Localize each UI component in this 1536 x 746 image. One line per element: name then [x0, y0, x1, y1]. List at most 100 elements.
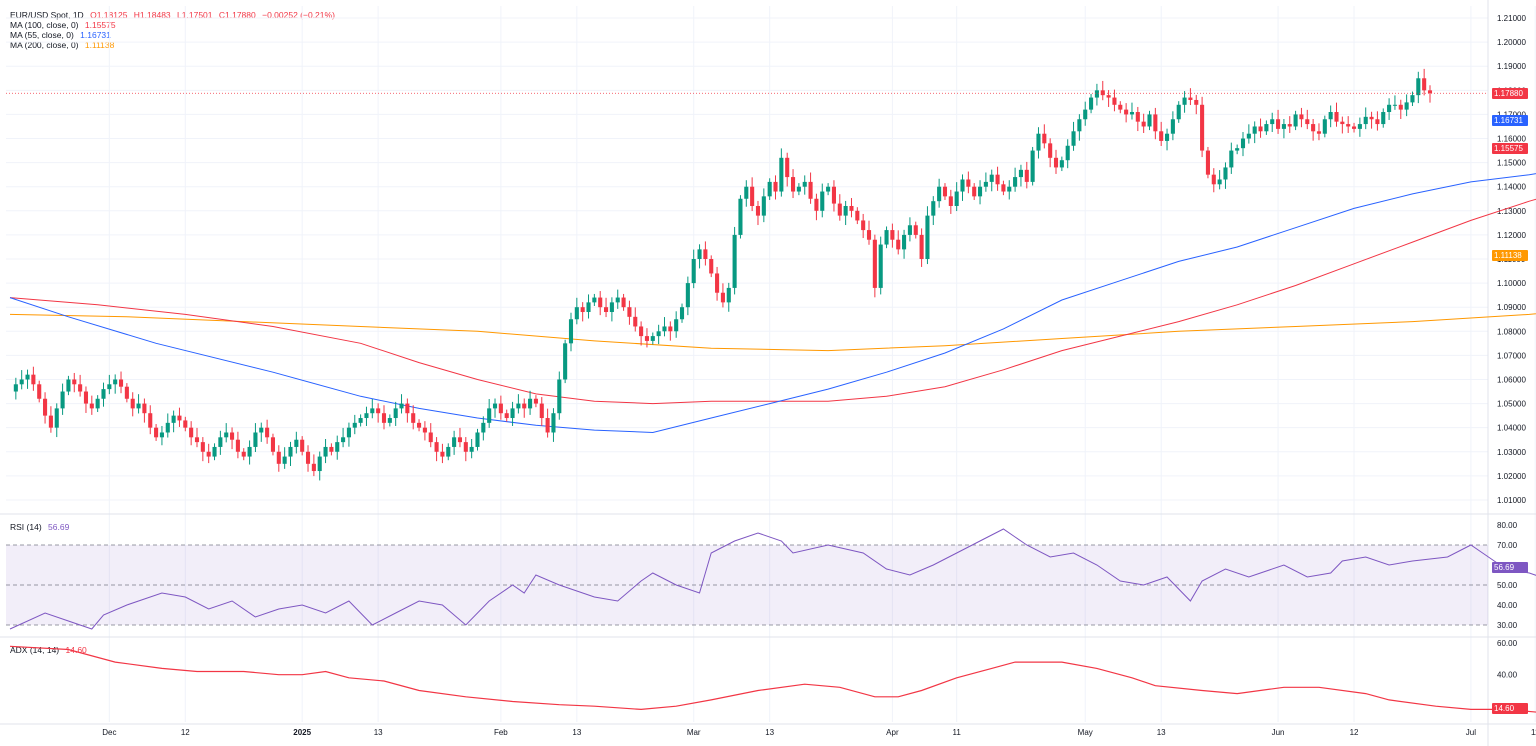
candle-body — [66, 379, 71, 392]
ma100-legend[interactable]: MA (100, close, 0) 1.15575 — [10, 20, 120, 30]
price-legend: EUR/USD Spot, 1D O1.18125 H1.18483 L1.17… — [10, 10, 339, 20]
candle-body — [960, 179, 965, 192]
candle-body — [54, 408, 59, 428]
candle-body — [13, 384, 18, 392]
candle-body — [323, 446, 328, 457]
candle-body — [837, 203, 842, 216]
candle-body — [878, 244, 883, 288]
candle-body — [1270, 119, 1275, 125]
candle-body — [1416, 78, 1421, 96]
rsi-value-tag: 56.69 — [1492, 562, 1528, 573]
candle-body — [89, 403, 94, 409]
candle-body — [1305, 119, 1310, 125]
candle-body — [142, 403, 147, 414]
candle-body — [294, 439, 299, 447]
candle-body — [510, 408, 515, 419]
candle-body — [247, 446, 252, 457]
candle-body — [1112, 97, 1117, 105]
adx-label: ADX (14, 14) — [10, 645, 60, 655]
candle-body — [1205, 150, 1210, 175]
candle-body — [1048, 143, 1053, 158]
candle-body — [1176, 104, 1181, 120]
price-tag: 1.11138 — [1492, 250, 1528, 262]
candle-body — [1404, 102, 1409, 110]
candle-body — [1346, 124, 1351, 127]
candle-body — [253, 432, 258, 447]
price-tick-label: 1.19000 — [1497, 62, 1526, 71]
candle-body — [1398, 104, 1403, 110]
candle-body — [1065, 145, 1070, 161]
time-tick-label: 12 — [181, 728, 190, 737]
candle-body — [1258, 126, 1263, 132]
candle-body — [276, 451, 281, 464]
candle-body — [896, 239, 901, 250]
ma200-legend[interactable]: MA (200, close, 0) 1.11138 — [10, 40, 118, 50]
candle-body — [364, 413, 369, 419]
candle-body — [1235, 148, 1240, 151]
candle-body — [1276, 119, 1281, 129]
candle-body — [288, 446, 293, 457]
candle-body — [78, 384, 83, 392]
candle-body — [1030, 150, 1035, 182]
ma55-legend[interactable]: MA (55, close, 0) 1.16731 — [10, 30, 115, 40]
candle-body — [1194, 99, 1199, 105]
candle-body — [989, 174, 994, 182]
price-tick-label: 1.07000 — [1497, 351, 1526, 360]
candle-body — [95, 398, 100, 409]
candle-body — [972, 186, 977, 197]
candle-body — [370, 408, 375, 414]
price-tag: 1.17880 — [1492, 87, 1528, 99]
candle-body — [1141, 121, 1146, 127]
adx-legend[interactable]: ADX (14, 14) 14.60 — [10, 645, 91, 655]
candle-body — [411, 413, 416, 423]
time-tick-label: Jul — [1466, 728, 1476, 737]
price-tick-label: 1.09000 — [1497, 303, 1526, 312]
candle-body — [516, 403, 521, 409]
candle-body — [1153, 114, 1158, 132]
candle-body — [615, 297, 620, 303]
candle-body — [305, 451, 311, 464]
candle-body — [1328, 112, 1333, 120]
high-value: H1.18483 — [133, 10, 171, 20]
candle-body — [405, 403, 410, 414]
candle-body — [1281, 124, 1286, 129]
candle-body — [1018, 169, 1023, 178]
candle-body — [639, 326, 644, 337]
candle-body — [709, 259, 714, 274]
candle-body — [598, 297, 603, 308]
candle-body — [796, 186, 801, 192]
candle-body — [206, 451, 211, 457]
candle-body — [452, 437, 457, 447]
candle-body — [621, 297, 626, 308]
candle-body — [1129, 112, 1135, 115]
candle-body — [224, 432, 229, 438]
candle-body — [931, 201, 936, 216]
adx-value-tag: 14.60 — [1492, 703, 1528, 714]
candle-body — [1118, 104, 1123, 110]
candle-body — [171, 415, 176, 423]
candle-body — [726, 287, 731, 303]
candle-body — [1147, 114, 1152, 127]
candle-body — [983, 181, 988, 187]
candle-body — [1410, 95, 1415, 103]
adx-value: 14.60 — [65, 645, 87, 655]
rsi-legend[interactable]: RSI (14) 56.69 — [10, 522, 73, 532]
candle-body — [417, 422, 422, 428]
adx-line — [9, 645, 1536, 713]
candle-body — [113, 379, 118, 385]
candle-body — [148, 413, 153, 428]
ma200-label: MA (200, close, 0) — [10, 40, 79, 50]
candle-body — [130, 398, 135, 409]
candle-body — [492, 403, 498, 409]
candle-body — [1299, 114, 1304, 120]
candle-body — [528, 398, 533, 409]
candle-body — [159, 432, 164, 438]
candle-body — [1223, 167, 1228, 180]
candle-body — [183, 420, 188, 428]
candle-body — [282, 456, 287, 464]
candle-body — [60, 391, 65, 409]
candle-body — [1135, 112, 1140, 122]
candle-body — [1357, 124, 1362, 129]
rsi-tick-label: 80.00 — [1497, 521, 1518, 530]
